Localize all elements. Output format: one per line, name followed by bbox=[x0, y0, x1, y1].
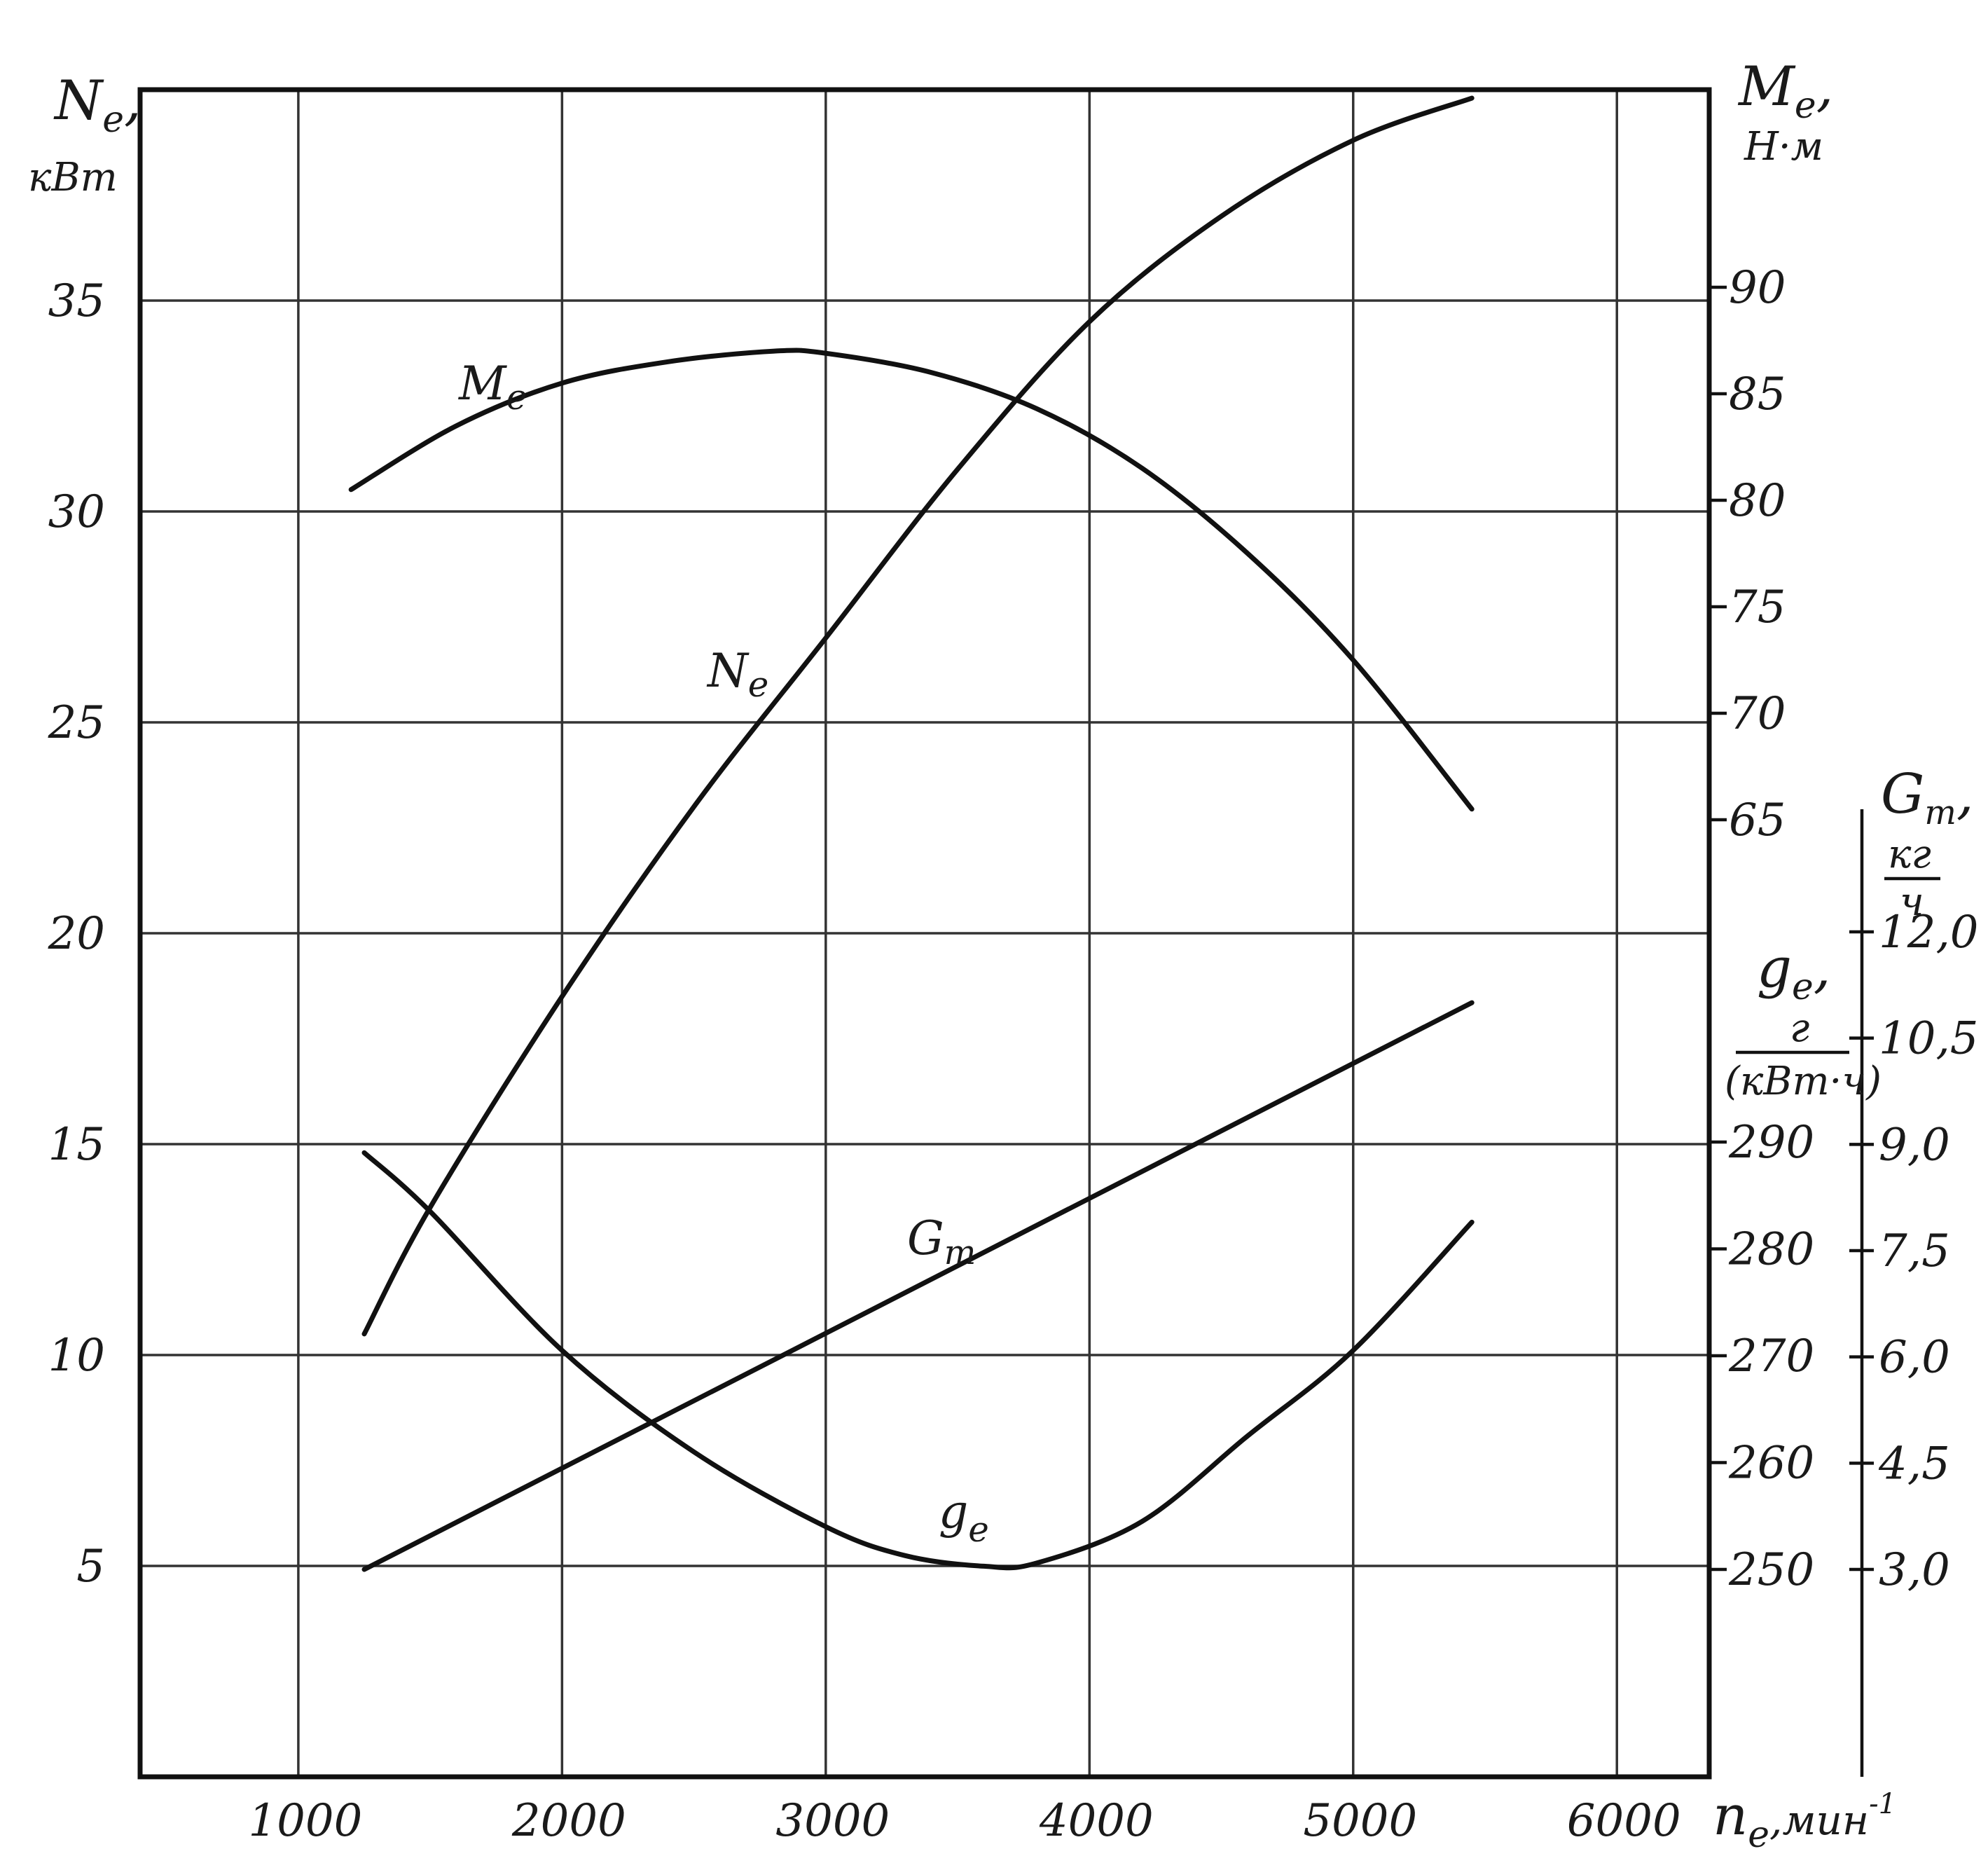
ge-axis-unit-top: г bbox=[1790, 1005, 1809, 1051]
hourly-fuel-consumption-line bbox=[361, 1000, 1475, 1572]
left-tick-label-15: 15 bbox=[48, 1119, 105, 1171]
torque-curve bbox=[348, 348, 1475, 812]
gt-tick-label-3,0: 3,0 bbox=[1879, 1544, 1950, 1596]
ge-tick-label-290: 290 bbox=[1728, 1117, 1814, 1169]
power-curve bbox=[361, 95, 1475, 1337]
torque-tick-label-70: 70 bbox=[1729, 688, 1786, 740]
tick-label-layer: 1000 2000 3000 4000 5000 6000 5 10 15 20 25 30 35 65 7… bbox=[48, 262, 1979, 1847]
left-tick-label-10: 10 bbox=[48, 1330, 105, 1382]
torque-tick-label-85: 85 bbox=[1729, 369, 1786, 420]
gt-tick-label-4,5: 4,5 bbox=[1878, 1438, 1950, 1490]
x-tick-label-6000: 6000 bbox=[1567, 1795, 1681, 1847]
left-axis-title: Ne, bbox=[53, 69, 141, 141]
ge-axis-title: ge, bbox=[1757, 937, 1831, 1008]
gt-tick-label-12,0: 12,0 bbox=[1879, 907, 1979, 958]
x-tick-label-2000: 2000 bbox=[511, 1795, 626, 1847]
left-tick-label-30: 30 bbox=[48, 486, 105, 538]
gt-tick-label-10,5: 10,5 bbox=[1879, 1013, 1979, 1065]
ge-tick-label-270: 270 bbox=[1728, 1331, 1814, 1382]
ge-tick-label-260: 260 bbox=[1728, 1438, 1814, 1490]
ge-tick-label-250: 250 bbox=[1728, 1544, 1814, 1596]
series-label-specific-consumption: ge bbox=[939, 1485, 989, 1550]
torque-tick-label-90: 90 bbox=[1729, 262, 1786, 314]
series-label-torque: Me bbox=[458, 357, 527, 418]
torque-tick-label-65: 65 bbox=[1729, 795, 1786, 846]
series-label-hourly-consumption: Gт bbox=[907, 1211, 976, 1272]
left-tick-label-25: 25 bbox=[48, 697, 105, 749]
gt-axis-unit-bottom: ч bbox=[1900, 879, 1924, 925]
x-tick-label-5000: 5000 bbox=[1303, 1795, 1417, 1847]
gt-axis-unit-top: кг bbox=[1888, 832, 1931, 877]
ge-axis-unit-bottom: (кВт·ч) bbox=[1725, 1059, 1882, 1104]
x-axis-title: ne,мин-1 bbox=[1713, 1785, 1896, 1856]
x-tick-label-1000: 1000 bbox=[248, 1795, 362, 1847]
torque-axis-title: Me, bbox=[1737, 55, 1833, 127]
x-tick-label-4000: 4000 bbox=[1039, 1795, 1154, 1847]
left-tick-label-35: 35 bbox=[48, 275, 105, 327]
gt-tick-label-7,5: 7,5 bbox=[1879, 1225, 1950, 1277]
gt-tick-label-6,0: 6,0 bbox=[1879, 1332, 1950, 1384]
plot-frame bbox=[137, 87, 1712, 1780]
specific-fuel-consumption-curve bbox=[361, 1150, 1475, 1571]
gt-tick-label-9,0: 9,0 bbox=[1879, 1119, 1950, 1171]
ge-tick-label-280: 280 bbox=[1728, 1224, 1814, 1276]
torque-axis-unit: Н·м bbox=[1744, 124, 1823, 170]
grid-layer bbox=[140, 90, 1709, 1777]
torque-tick-label-80: 80 bbox=[1729, 475, 1786, 527]
curve-layer bbox=[348, 95, 1475, 1572]
gt-axis-title: Gт, bbox=[1881, 763, 1974, 832]
series-label-power: Ne bbox=[706, 644, 768, 705]
left-axis-unit: кВт bbox=[28, 155, 118, 200]
left-tick-label-5: 5 bbox=[76, 1541, 105, 1593]
x-tick-label-3000: 3000 bbox=[775, 1795, 890, 1847]
torque-tick-label-75: 75 bbox=[1729, 582, 1786, 633]
left-tick-label-20: 20 bbox=[48, 908, 105, 960]
